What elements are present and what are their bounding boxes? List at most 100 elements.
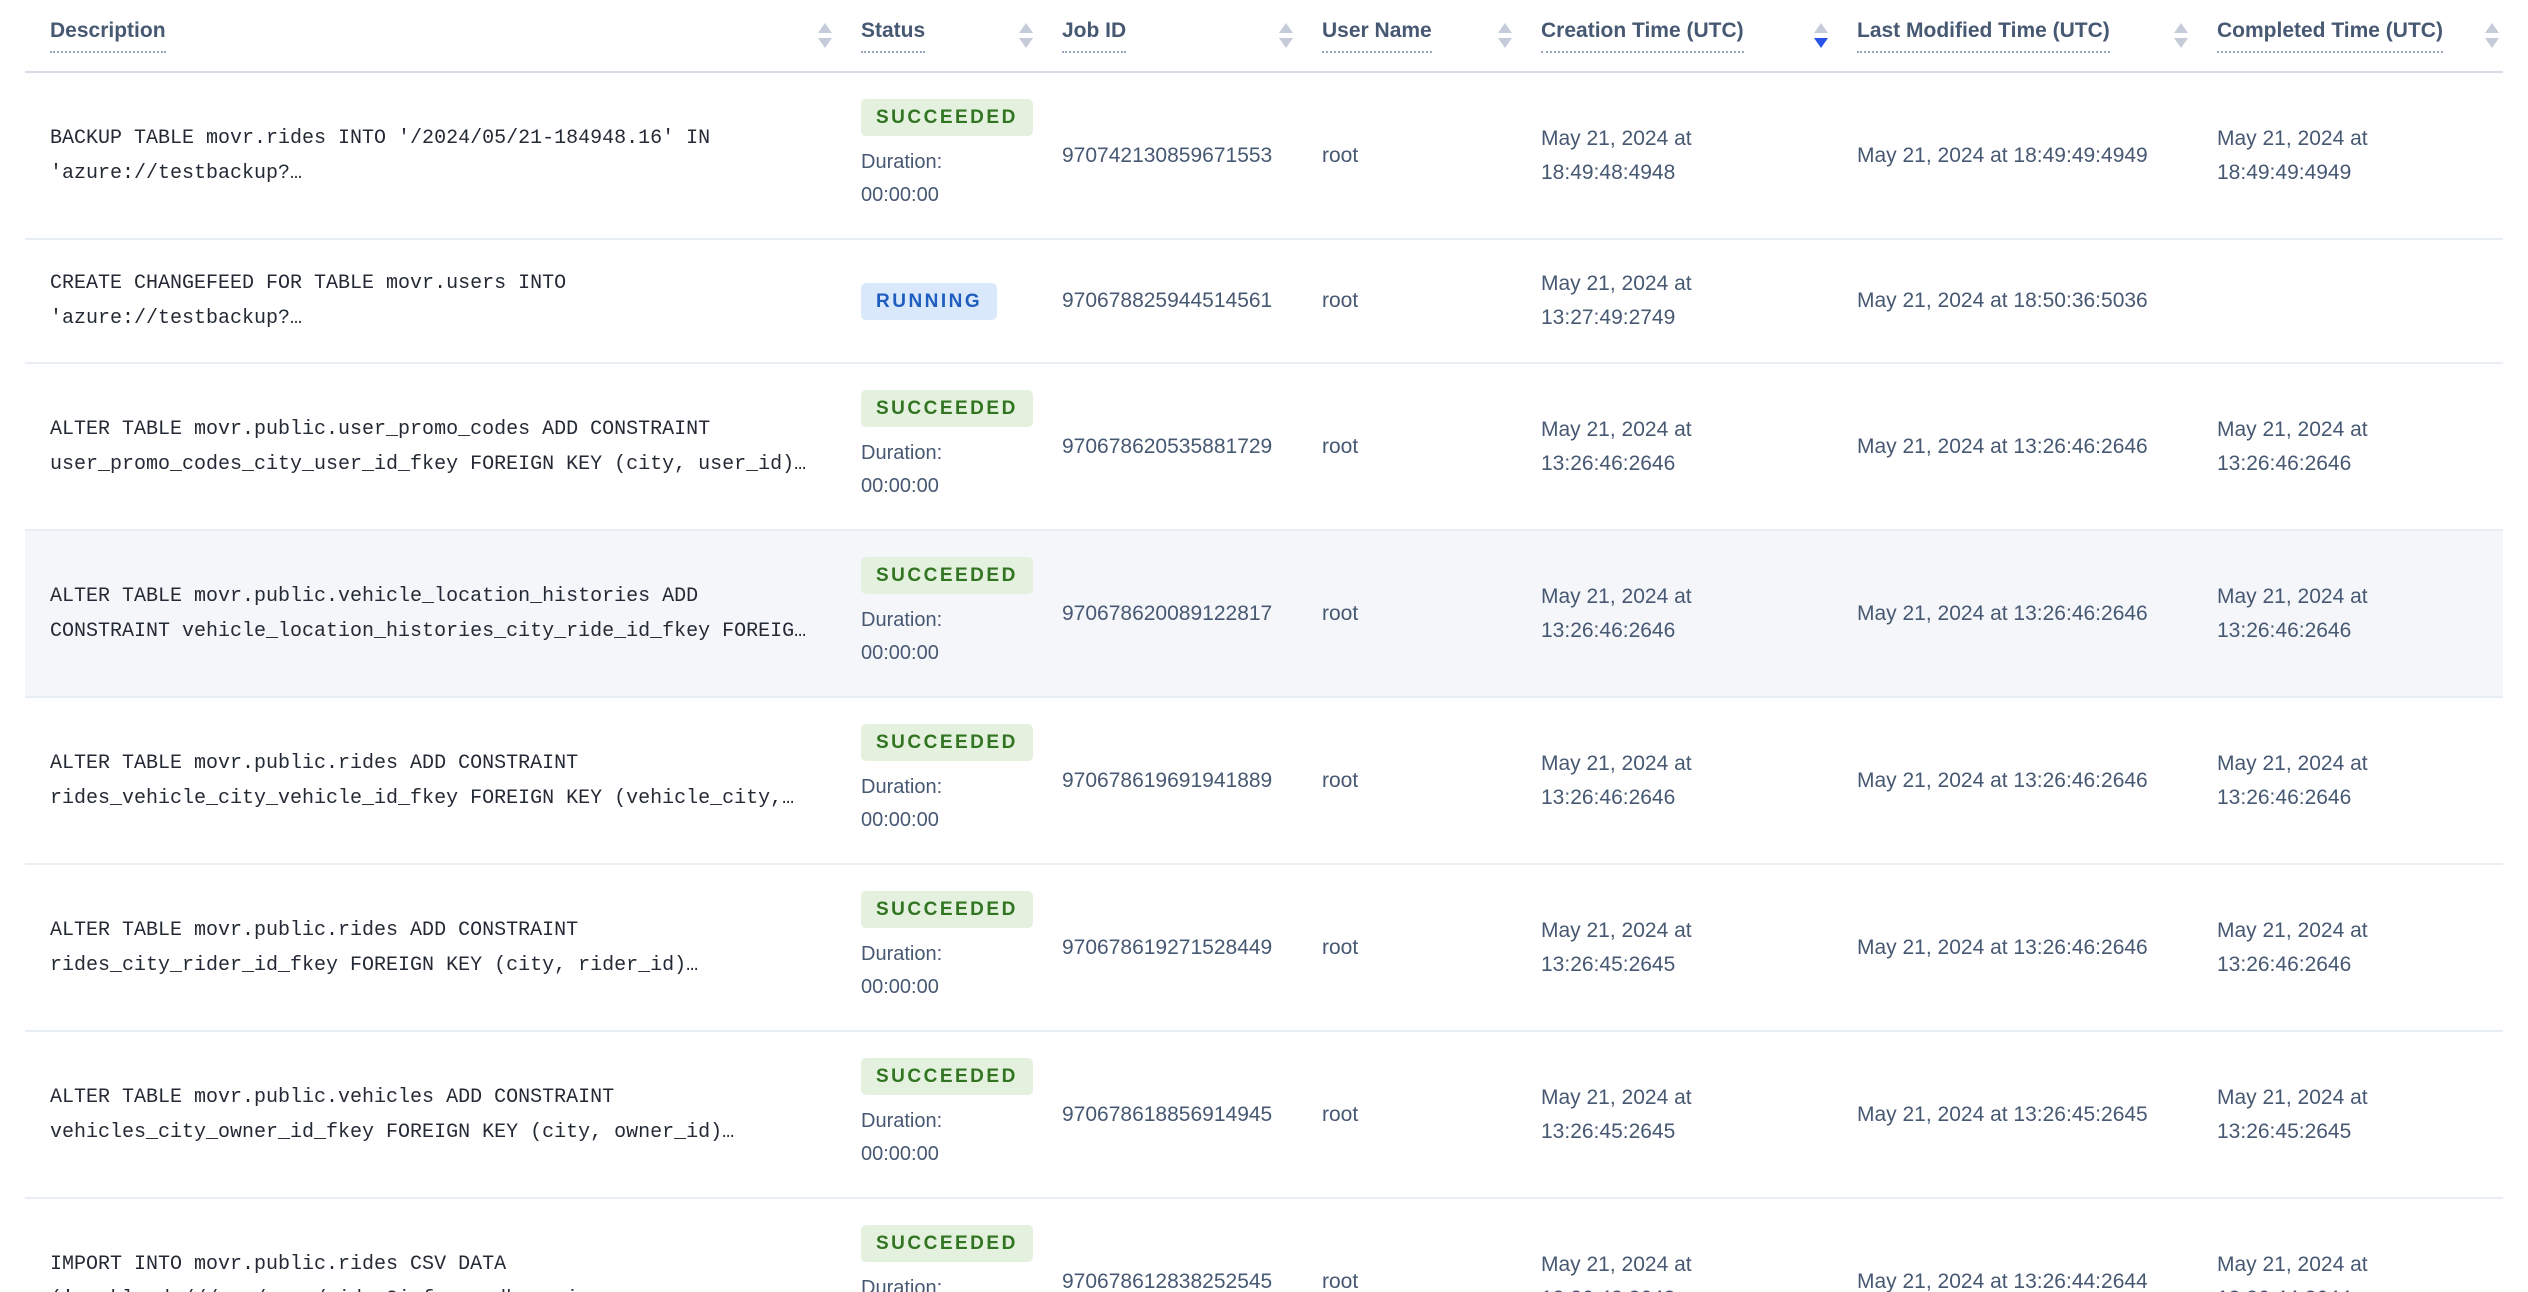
status-badge: SUCCEEDED — [861, 557, 1033, 594]
job-created-cell: May 21, 2024 at 13:26:45:2645 — [1516, 1031, 1832, 1199]
time-line-1: May 21, 2024 at — [2217, 417, 2368, 441]
job-row[interactable]: ALTER TABLE movr.public.rides ADD CONSTR… — [25, 864, 2503, 1032]
sort-arrows-icon[interactable] — [1279, 23, 1293, 48]
job-description-line-2: ('workload:///csv/movr/rides?infer-crdb-… — [50, 1282, 836, 1292]
sort-ascending-icon[interactable] — [2485, 23, 2499, 33]
time-line-2: 13:26:46:2646 — [1541, 785, 1676, 809]
sort-descending-icon[interactable] — [1498, 38, 1512, 48]
sort-ascending-icon[interactable] — [1498, 23, 1512, 33]
sort-descending-icon[interactable] — [818, 38, 832, 48]
column-header-last-modified-time-utc[interactable]: Last Modified Time (UTC) — [1832, 0, 2192, 73]
job-row[interactable]: ALTER TABLE movr.public.user_promo_codes… — [25, 363, 2503, 531]
time-line-1: May 21, 2024 at — [2217, 918, 2368, 942]
column-header-job-id[interactable]: Job ID — [1037, 0, 1297, 73]
duration-value: 00:00:00 — [861, 184, 939, 206]
sort-arrows-icon[interactable] — [1814, 23, 1828, 48]
job-created-cell: May 21, 2024 at 13:26:46:2646 — [1516, 530, 1832, 698]
job-description-cell[interactable]: ALTER TABLE movr.public.vehicle_location… — [25, 530, 836, 698]
column-header-label[interactable]: User Name — [1322, 19, 1432, 53]
sort-ascending-icon[interactable] — [1019, 23, 1033, 33]
job-row[interactable]: IMPORT INTO movr.public.rides CSV DATA (… — [25, 1198, 2503, 1292]
job-id-cell: 970678619271528449 — [1037, 864, 1297, 1032]
sort-arrows-icon[interactable] — [2485, 23, 2499, 48]
column-header-creation-time-utc[interactable]: Creation Time (UTC) — [1516, 0, 1832, 73]
column-header-label[interactable]: Job ID — [1062, 19, 1127, 53]
sort-arrows-icon[interactable] — [818, 23, 832, 48]
job-row[interactable]: ALTER TABLE movr.public.vehicles ADD CON… — [25, 1031, 2503, 1199]
time-line-1: May 21, 2024 at — [1541, 1252, 1692, 1276]
job-description-cell[interactable]: ALTER TABLE movr.public.rides ADD CONSTR… — [25, 864, 836, 1032]
column-header-status[interactable]: Status — [836, 0, 1037, 73]
column-header-label[interactable]: Description — [50, 19, 166, 53]
sort-ascending-icon[interactable] — [2174, 23, 2188, 33]
job-description-cell[interactable]: IMPORT INTO movr.public.rides CSV DATA (… — [25, 1198, 836, 1292]
time-line-2: 13:26:45:2645 — [1541, 952, 1676, 976]
job-status-cell: SUCCEEDED Duration: 00:00:00 — [836, 697, 1037, 865]
status-badge: SUCCEEDED — [861, 99, 1033, 136]
column-header-user-name[interactable]: User Name — [1297, 0, 1516, 73]
jobs-table: Description Status Job ID User Name — [25, 0, 2503, 1292]
job-row[interactable]: CREATE CHANGEFEED FOR TABLE movr.users I… — [25, 239, 2503, 364]
sort-descending-icon[interactable] — [2485, 38, 2499, 48]
sort-ascending-icon[interactable] — [1814, 23, 1828, 33]
time-line-2: 13:26:46:2646 — [1541, 451, 1676, 475]
sort-descending-icon[interactable] — [1814, 38, 1828, 48]
column-header-label[interactable]: Completed Time (UTC) — [2217, 19, 2443, 53]
column-header-description[interactable]: Description — [25, 0, 836, 73]
job-description-cell[interactable]: ALTER TABLE movr.public.vehicles ADD CON… — [25, 1031, 836, 1199]
job-description-line-2: rides_city_rider_id_fkey FOREIGN KEY (ci… — [50, 953, 699, 977]
job-row[interactable]: ALTER TABLE movr.public.rides ADD CONSTR… — [25, 697, 2503, 865]
status-badge: SUCCEEDED — [861, 1058, 1033, 1095]
job-description-line-2: CONSTRAINT vehicle_location_histories_ci… — [50, 619, 807, 643]
duration-value: 00:00:00 — [861, 642, 939, 664]
time-line-1: May 21, 2024 at — [1541, 126, 1692, 150]
column-header-inner: Last Modified Time (UTC) — [1857, 19, 2192, 53]
time-line-1: May 21, 2024 at — [2217, 126, 2368, 150]
duration-value: 00:00:00 — [861, 976, 939, 998]
job-modified-cell: May 21, 2024 at 13:26:45:2645 — [1832, 1031, 2192, 1199]
job-description-cell[interactable]: ALTER TABLE movr.public.rides ADD CONSTR… — [25, 697, 836, 865]
job-completed-cell: May 21, 2024 at 13:26:45:2645 — [2192, 1031, 2503, 1199]
job-description-cell[interactable]: CREATE CHANGEFEED FOR TABLE movr.users I… — [25, 239, 836, 364]
sort-descending-icon[interactable] — [1279, 38, 1293, 48]
sort-arrows-icon[interactable] — [1498, 23, 1512, 48]
sort-descending-icon[interactable] — [1019, 38, 1033, 48]
job-description-cell[interactable]: ALTER TABLE movr.public.user_promo_codes… — [25, 363, 836, 531]
job-status-cell: SUCCEEDED Duration: 00:00:00 — [836, 1198, 1037, 1292]
column-header-label[interactable]: Creation Time (UTC) — [1541, 19, 1744, 53]
time-line-2: 13:26:45:2645 — [2217, 1119, 2352, 1143]
job-status-cell: SUCCEEDED Duration: 00:00:00 — [836, 530, 1037, 698]
job-id-cell: 970678825944514561 — [1037, 239, 1297, 364]
sort-arrows-icon[interactable] — [1019, 23, 1033, 48]
duration-label: Duration: — [861, 151, 943, 173]
job-completed-cell: May 21, 2024 at 13:26:46:2646 — [2192, 530, 2503, 698]
sort-descending-icon[interactable] — [2174, 38, 2188, 48]
job-id-cell: 970678620089122817 — [1037, 530, 1297, 698]
job-completed-cell: May 21, 2024 at 18:49:49:4949 — [2192, 72, 2503, 240]
job-description-cell[interactable]: BACKUP TABLE movr.rides INTO '/2024/05/2… — [25, 72, 836, 240]
job-row[interactable]: BACKUP TABLE movr.rides INTO '/2024/05/2… — [25, 72, 2503, 240]
job-description-line-2: rides_vehicle_city_vehicle_id_fkey FOREI… — [50, 786, 795, 810]
status-badge: SUCCEEDED — [861, 891, 1033, 928]
job-modified-cell: May 21, 2024 at 13:26:46:2646 — [1832, 363, 2192, 531]
job-user-cell: root — [1297, 530, 1516, 698]
column-header-label[interactable]: Last Modified Time (UTC) — [1857, 19, 2110, 53]
column-header-inner: User Name — [1322, 19, 1516, 53]
sort-ascending-icon[interactable] — [1279, 23, 1293, 33]
job-completed-cell: May 21, 2024 at 13:26:46:2646 — [2192, 864, 2503, 1032]
job-created-cell: May 21, 2024 at 13:26:46:2646 — [1516, 697, 1832, 865]
sort-ascending-icon[interactable] — [818, 23, 832, 33]
job-row[interactable]: ALTER TABLE movr.public.vehicle_location… — [25, 530, 2503, 698]
sort-arrows-icon[interactable] — [2174, 23, 2188, 48]
status-badge: SUCCEEDED — [861, 1225, 1033, 1262]
job-id-cell: 970678612838252545 — [1037, 1198, 1297, 1292]
job-id-cell: 970678619691941889 — [1037, 697, 1297, 865]
job-user-cell: root — [1297, 239, 1516, 364]
time-line-1: May 21, 2024 at — [1541, 417, 1692, 441]
column-header-label[interactable]: Status — [861, 19, 926, 53]
job-completed-cell: May 21, 2024 at 13:26:46:2646 — [2192, 697, 2503, 865]
time-line-1: May 21, 2024 at — [1541, 1085, 1692, 1109]
job-status-cell: SUCCEEDED Duration: 00:00:00 — [836, 363, 1037, 531]
column-header-completed-time-utc[interactable]: Completed Time (UTC) — [2192, 0, 2503, 73]
time-line-2: 13:26:43:2643 — [1541, 1282, 1832, 1292]
